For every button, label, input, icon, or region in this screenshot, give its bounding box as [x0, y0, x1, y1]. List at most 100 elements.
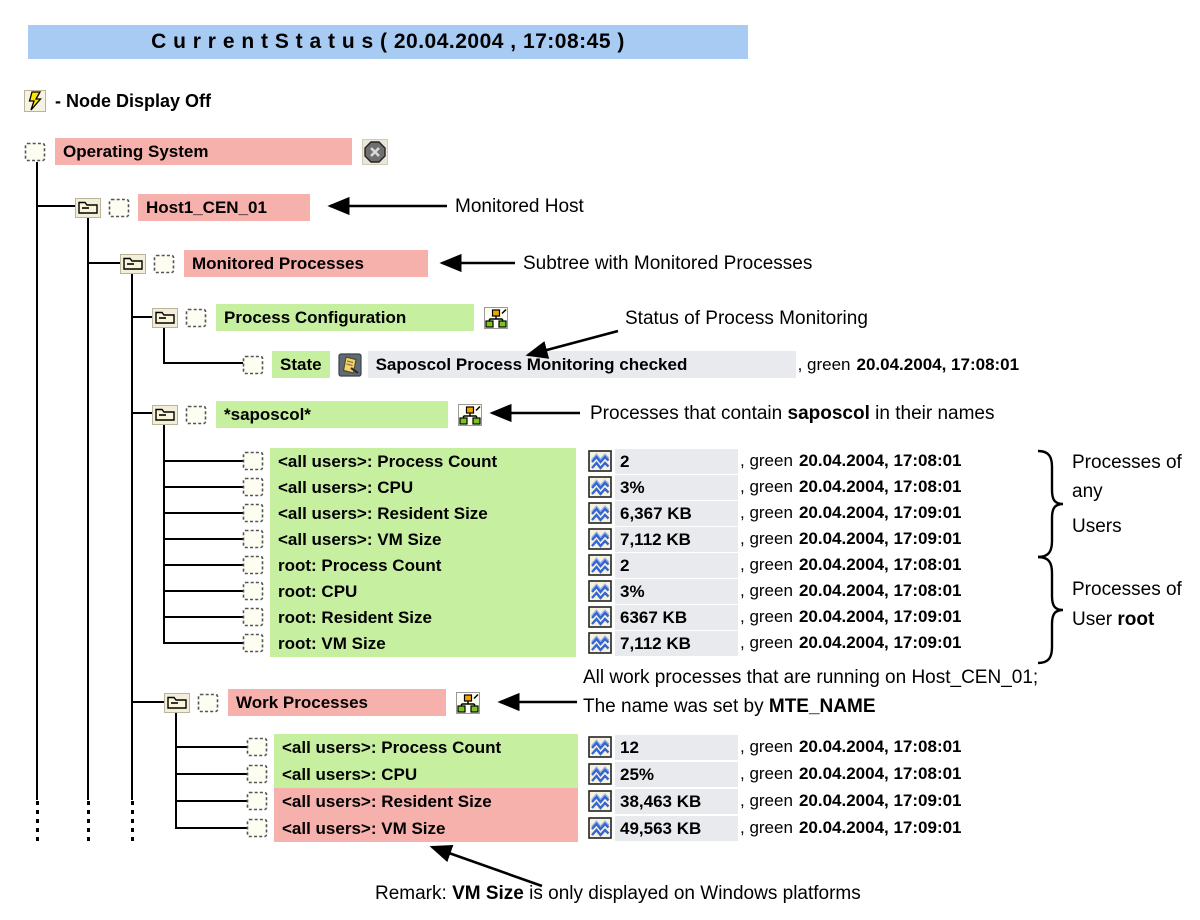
timestamp: 20.04.2004, 17:08:01: [798, 555, 962, 574]
timestamp: 20.04.2004, 17:08:01: [798, 581, 962, 600]
tree-row-metric: <all users>: CPU 3% , green 20.04.2004, …: [242, 473, 962, 501]
performance-chart-icon[interactable]: [588, 528, 612, 550]
selection-checkbox[interactable]: [242, 581, 264, 601]
folder-icon[interactable]: [152, 404, 178, 425]
hierarchy-summary-icon[interactable]: [458, 403, 482, 426]
mte-label[interactable]: root: VM Size: [270, 629, 576, 657]
selection-checkbox[interactable]: [242, 607, 264, 627]
selection-checkbox[interactable]: [242, 555, 264, 575]
performance-chart-icon[interactable]: [588, 580, 612, 602]
mte-label[interactable]: root: Resident Size: [270, 603, 576, 631]
selection-checkbox[interactable]: [242, 503, 264, 523]
tree-row-metric: <all users>: Process Count 12 , green 20…: [246, 733, 962, 761]
tree-line: [131, 273, 133, 800]
metric-value: 3%: [615, 474, 738, 500]
selection-checkbox[interactable]: [185, 405, 207, 425]
node-label[interactable]: Host1_CEN_01: [138, 194, 310, 221]
annotation-status-of-process-monitoring: Status of Process Monitoring: [625, 308, 868, 329]
performance-chart-icon[interactable]: [588, 763, 612, 785]
tree-line: [175, 827, 247, 829]
status-text: , green: [740, 737, 793, 756]
hierarchy-summary-icon[interactable]: [484, 306, 508, 329]
state-message: Saposcol Process Monitoring checked: [367, 351, 796, 378]
tree-line: [131, 701, 165, 703]
timestamp: 20.04.2004, 17:08:01: [798, 737, 962, 756]
mte-label[interactable]: <all users>: Process Count: [274, 733, 578, 761]
metric-value: 7,112 KB: [615, 630, 738, 656]
mte-label[interactable]: <all users>: CPU: [274, 760, 578, 788]
node-label[interactable]: Monitored Processes: [184, 250, 428, 277]
mte-label[interactable]: <all users>: Resident Size: [270, 499, 576, 527]
timestamp: 20.04.2004, 17:08:01: [798, 477, 962, 496]
performance-chart-icon[interactable]: [588, 632, 612, 654]
timestamp: 20.04.2004, 17:08:01: [856, 354, 1020, 374]
selection-checkbox[interactable]: [242, 633, 264, 653]
node-label[interactable]: Work Processes: [228, 689, 446, 716]
mte-label[interactable]: <all users>: VM Size: [274, 814, 578, 842]
hierarchy-summary-icon[interactable]: [456, 691, 480, 714]
tree-line: [163, 460, 243, 462]
mte-label[interactable]: <all users>: CPU: [270, 473, 576, 501]
node-label[interactable]: Operating System: [55, 138, 352, 165]
selection-checkbox[interactable]: [246, 791, 268, 811]
folder-icon[interactable]: [120, 253, 146, 274]
tree-node-saposcol: *saposcol*: [152, 401, 482, 428]
tree-node-work-processes: Work Processes: [164, 689, 480, 716]
mte-label[interactable]: <all users>: Process Count: [270, 447, 576, 475]
node-label[interactable]: *saposcol*: [216, 401, 448, 428]
selection-checkbox[interactable]: [185, 308, 207, 328]
performance-chart-icon[interactable]: [588, 817, 612, 839]
selection-checkbox[interactable]: [197, 693, 219, 713]
metric-value: 12: [615, 734, 738, 760]
performance-chart-icon[interactable]: [588, 606, 612, 628]
mte-label[interactable]: <all users>: VM Size: [270, 525, 576, 553]
folder-icon[interactable]: [152, 307, 178, 328]
performance-chart-icon[interactable]: [588, 790, 612, 812]
timestamp: 20.04.2004, 17:09:01: [798, 529, 962, 548]
timestamp: 20.04.2004, 17:09:01: [798, 633, 962, 652]
performance-chart-icon[interactable]: [588, 476, 612, 498]
tree-node-process-configuration: Process Configuration: [152, 304, 508, 331]
tree-row-metric: <all users>: Process Count 2 , green 20.…: [242, 447, 962, 475]
folder-icon[interactable]: [164, 692, 190, 713]
status-text: , green: [740, 555, 793, 574]
performance-chart-icon[interactable]: [588, 736, 612, 758]
performance-chart-icon[interactable]: [588, 450, 612, 472]
metric-value: 7,112 KB: [615, 526, 738, 552]
timestamp: 20.04.2004, 17:08:01: [798, 451, 962, 470]
annotation-saposcol: Processes that contain saposcol in their…: [590, 403, 995, 424]
performance-chart-icon[interactable]: [588, 502, 612, 524]
node-label[interactable]: State: [272, 351, 330, 378]
selection-checkbox[interactable]: [108, 198, 130, 218]
selection-checkbox[interactable]: [242, 355, 264, 375]
selection-checkbox[interactable]: [246, 737, 268, 757]
tree-line: [163, 486, 243, 488]
tree-line: [36, 205, 76, 207]
legend-label: - Node Display Off: [55, 90, 212, 111]
selection-checkbox[interactable]: [153, 254, 175, 274]
metric-value: 6,367 KB: [615, 500, 738, 526]
selection-checkbox[interactable]: [242, 451, 264, 471]
selection-checkbox[interactable]: [246, 764, 268, 784]
selection-checkbox[interactable]: [24, 142, 46, 162]
mte-label[interactable]: root: CPU: [270, 577, 576, 605]
tree-line: [175, 711, 177, 829]
group-root-line2: User root: [1072, 609, 1155, 630]
tree-node-operating-system: Operating System: [24, 138, 388, 165]
folder-icon[interactable]: [75, 197, 101, 218]
tree-line: [175, 773, 247, 775]
selection-checkbox[interactable]: [242, 529, 264, 549]
log-note-icon[interactable]: [337, 352, 362, 377]
timestamp: 20.04.2004, 17:09:01: [798, 607, 962, 626]
mte-label[interactable]: root: Process Count: [270, 551, 576, 579]
mte-label[interactable]: <all users>: Resident Size: [274, 787, 578, 815]
tree-row-metric: <all users>: VM Size 7,112 KB , green 20…: [242, 525, 962, 553]
selection-checkbox[interactable]: [246, 818, 268, 838]
node-label[interactable]: Process Configuration: [216, 304, 474, 331]
arrow-remark: [429, 844, 543, 888]
performance-chart-icon[interactable]: [588, 554, 612, 576]
group-any-users-line1: Processes of: [1072, 452, 1182, 473]
selection-checkbox[interactable]: [242, 477, 264, 497]
status-text: , green: [740, 477, 793, 496]
